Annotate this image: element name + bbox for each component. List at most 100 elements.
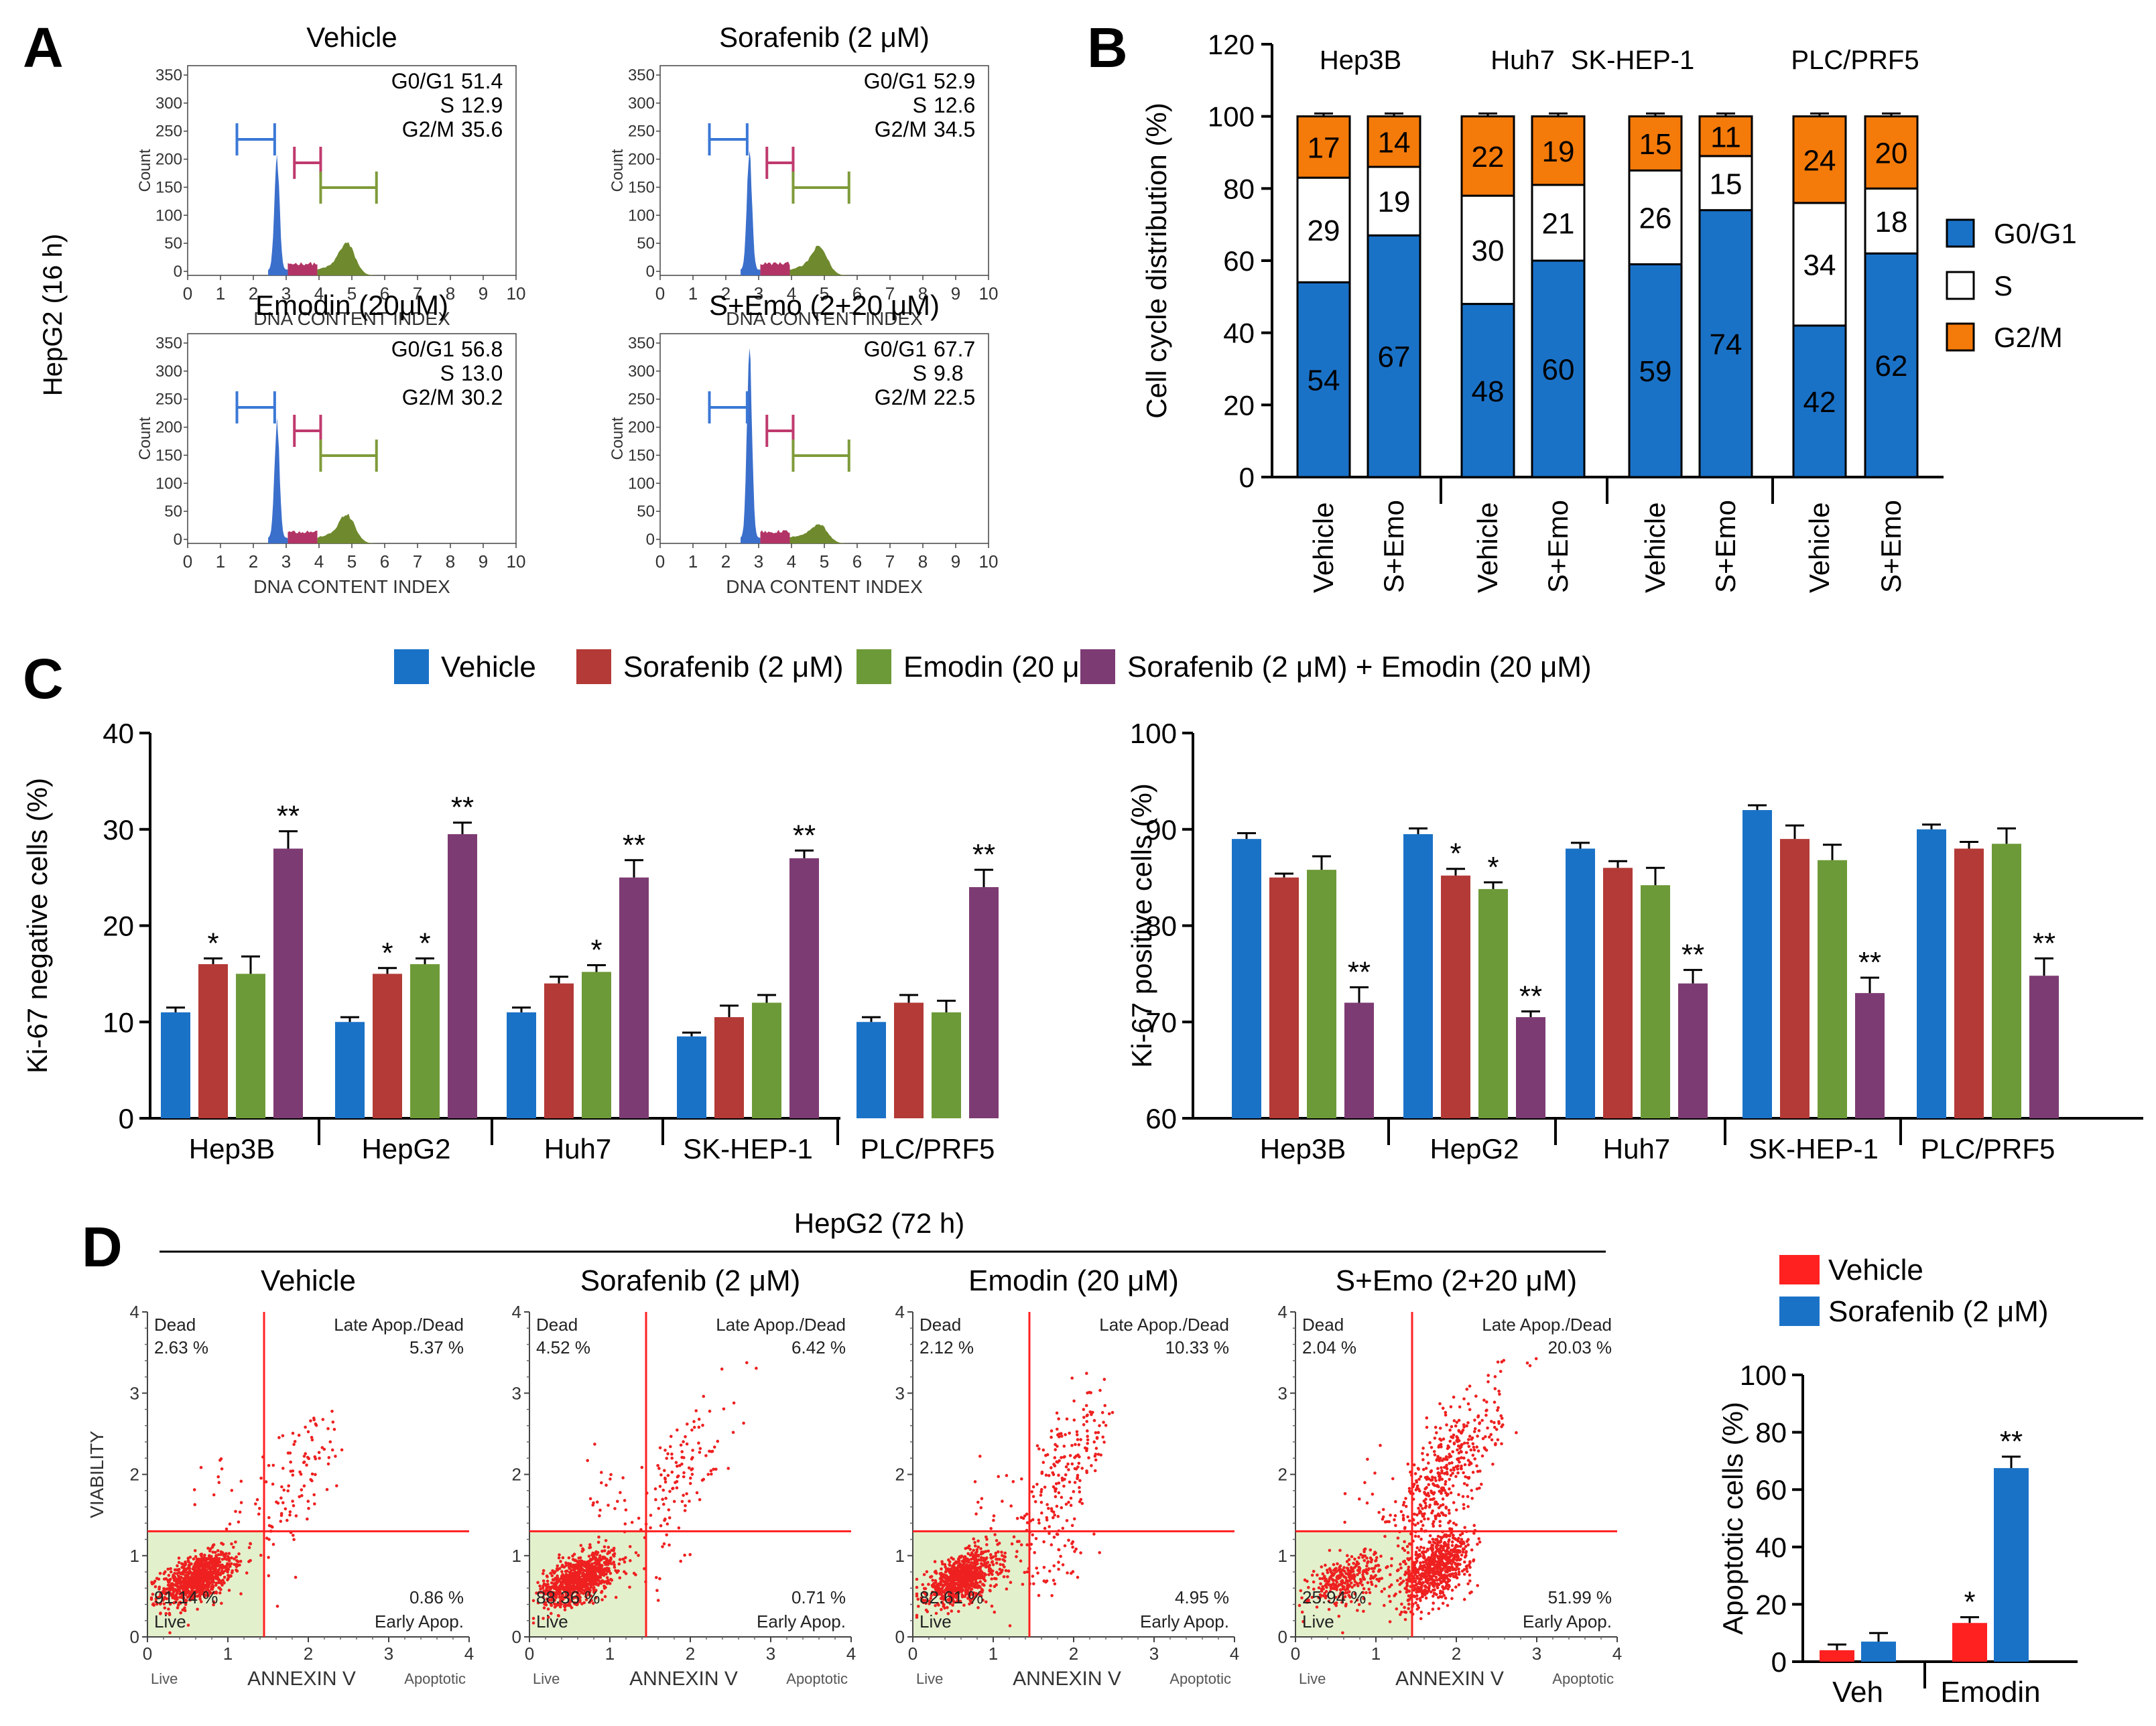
d-dot — [1395, 1579, 1399, 1583]
d-dot — [1037, 1593, 1041, 1597]
d-dot — [617, 1562, 621, 1566]
histogram-title: Sorafenib (2 μM) — [719, 21, 930, 53]
histogram-x-tick-label: 6 — [380, 283, 389, 304]
d-dot — [1056, 1532, 1060, 1536]
d-dot — [1417, 1506, 1420, 1510]
d-dot — [1358, 1567, 1362, 1571]
d-dot — [558, 1602, 562, 1605]
c-bar-0-1 — [1403, 834, 1433, 1118]
d-dot — [561, 1556, 565, 1560]
d-dot — [1379, 1443, 1382, 1447]
d-dot — [1043, 1485, 1047, 1489]
d-dot — [192, 1570, 196, 1574]
d-dot — [690, 1429, 694, 1432]
d-scatter-title: Emodin (20 μM) — [968, 1264, 1179, 1297]
c-significance-mark: ** — [451, 791, 474, 824]
d-dot — [1367, 1567, 1371, 1571]
d-dot — [168, 1611, 172, 1615]
d-dot — [1422, 1546, 1425, 1550]
d-dot — [557, 1556, 561, 1560]
d-dot — [1393, 1518, 1396, 1522]
d-dot — [1401, 1503, 1405, 1507]
d-dot — [623, 1522, 627, 1526]
d-dot — [1423, 1517, 1426, 1521]
d-y-tick-label: 4 — [895, 1302, 905, 1322]
d-dot — [731, 1431, 735, 1435]
c-legend-swatch — [394, 649, 429, 684]
d-dot — [1450, 1435, 1453, 1439]
c-significance-mark: ** — [1348, 956, 1371, 989]
c-category-label: Hep3B — [189, 1133, 275, 1165]
d-dot — [192, 1579, 196, 1583]
d-dot — [960, 1566, 964, 1569]
d-dot — [1464, 1475, 1467, 1479]
d-dot — [233, 1557, 236, 1561]
panel-label-a: A — [23, 16, 64, 79]
d-dot — [1452, 1395, 1456, 1399]
d-dot — [267, 1463, 271, 1467]
d-dot — [1001, 1554, 1004, 1557]
d-dot — [576, 1591, 580, 1595]
d-dot — [1466, 1421, 1470, 1424]
d-dot — [676, 1474, 680, 1478]
d-dot — [1324, 1563, 1327, 1567]
d-dot — [1095, 1437, 1099, 1440]
d-dot — [542, 1595, 545, 1599]
d-dot — [1100, 1410, 1104, 1414]
d-dot — [654, 1498, 657, 1502]
b-bar-S-5 — [1698, 155, 1753, 212]
d-dot — [732, 1401, 736, 1405]
c-bar-3-0 — [1344, 1002, 1374, 1118]
d-dot — [1425, 1485, 1428, 1489]
d-y-tick-label: 2 — [895, 1465, 905, 1485]
c-category-label: HepG2 — [361, 1133, 450, 1165]
d-dot — [576, 1581, 580, 1585]
d-dot — [950, 1567, 953, 1571]
d-dot — [211, 1550, 215, 1554]
d-dot — [1406, 1515, 1409, 1519]
d-dot — [202, 1572, 205, 1576]
d-dot — [1310, 1573, 1314, 1577]
d-dot — [1052, 1463, 1056, 1466]
d-dot — [596, 1575, 599, 1579]
b-bar-value-label: 42 — [1803, 386, 1836, 419]
d-dot — [1396, 1544, 1400, 1548]
d-dot — [1500, 1360, 1504, 1364]
d-dot — [666, 1473, 670, 1477]
d-dot — [186, 1556, 190, 1560]
d-dot — [1456, 1448, 1459, 1452]
b-bar-S-6 — [1792, 202, 1847, 327]
d-dot — [600, 1471, 603, 1474]
d-dot — [154, 1597, 158, 1601]
d-dot — [1441, 1601, 1445, 1605]
d-dot — [964, 1567, 968, 1571]
d-dot — [603, 1545, 607, 1548]
d-dot — [1534, 1357, 1538, 1361]
histogram-x-tick-label: 1 — [688, 283, 698, 304]
d-dot — [1327, 1607, 1331, 1611]
histogram-stat-name: G0/G1 — [864, 337, 927, 361]
d-dot — [701, 1423, 704, 1427]
d-dot — [561, 1573, 564, 1577]
d-dot — [946, 1568, 950, 1571]
d-dot — [1389, 1573, 1392, 1577]
d-dot — [203, 1553, 206, 1557]
d-dot — [1361, 1573, 1365, 1577]
d-dot — [550, 1611, 553, 1615]
d-dot — [1054, 1495, 1058, 1498]
d-dot — [668, 1543, 671, 1547]
b-legend-label: G2/M — [1994, 322, 2063, 353]
d-dot — [594, 1567, 597, 1571]
d-dead-dots — [192, 1457, 243, 1524]
d-dot — [1047, 1507, 1050, 1510]
d-dot — [656, 1464, 659, 1467]
d-dot — [1086, 1391, 1089, 1395]
d-dot — [1003, 1559, 1007, 1563]
d-dot — [562, 1576, 566, 1580]
d-dot — [958, 1562, 962, 1566]
d-dot — [200, 1600, 203, 1603]
histogram-x-tick-label: 9 — [951, 551, 960, 572]
d-dot — [1423, 1491, 1426, 1494]
d-dot — [1493, 1387, 1497, 1390]
d-dot — [1441, 1406, 1445, 1410]
